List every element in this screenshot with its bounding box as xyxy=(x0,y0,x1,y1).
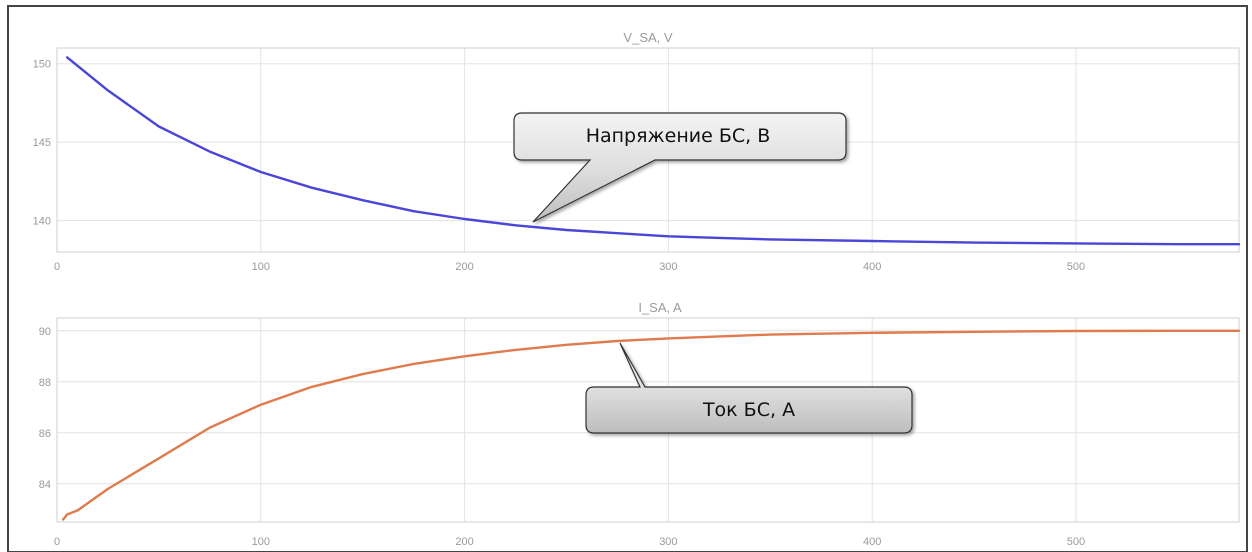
voltage-y-ticks: 140 145 150 xyxy=(33,59,51,228)
current-x-ticks: 0 100 200 300 400 500 xyxy=(54,536,1085,548)
voltage-y-tick-label: 145 xyxy=(33,137,51,149)
current-x-tick-label: 100 xyxy=(252,536,270,548)
current-callout-label: Ток БС, А xyxy=(702,399,795,421)
current-series-line xyxy=(61,329,1241,521)
current-x-tick-label: 200 xyxy=(455,536,473,548)
current-callout xyxy=(585,342,913,434)
voltage-x-tick-label: 500 xyxy=(1067,261,1085,273)
voltage-series-line xyxy=(65,56,1241,246)
voltage-y-tick-label: 140 xyxy=(33,216,51,228)
current-x-tick-label: 300 xyxy=(659,536,677,548)
current-y-tick-label: 86 xyxy=(39,428,51,440)
voltage-series xyxy=(65,56,1241,246)
voltage-x-tick-label: 0 xyxy=(54,261,60,273)
current-x-tick-label: 500 xyxy=(1067,536,1085,548)
voltage-x-ticks: 0 100 200 300 400 500 xyxy=(54,261,1085,273)
voltage-plot-title: V_SA, V xyxy=(623,30,672,45)
voltage-callout xyxy=(513,112,847,223)
current-plot-title: I_SA, A xyxy=(638,300,682,315)
current-x-tick-label: 0 xyxy=(54,536,60,548)
current-subplot: I_SA, A 0 100 200 300 400 500 84 86 88 90 xyxy=(39,300,1241,548)
voltage-x-tick-label: 300 xyxy=(659,261,677,273)
current-callout-bubble xyxy=(585,342,913,434)
voltage-y-tick-label: 150 xyxy=(33,59,51,71)
current-y-tick-label: 84 xyxy=(39,479,51,491)
voltage-plot-area xyxy=(56,47,1240,253)
figure-frame xyxy=(7,5,1248,552)
voltage-x-tick-label: 100 xyxy=(252,261,270,273)
current-y-ticks: 84 86 88 90 xyxy=(39,326,51,491)
voltage-callout-label: Напряжение БС, В xyxy=(586,125,771,147)
voltage-x-tick-label: 400 xyxy=(863,261,881,273)
current-y-tick-label: 88 xyxy=(39,377,51,389)
voltage-x-tick-label: 200 xyxy=(455,261,473,273)
current-series xyxy=(61,329,1241,521)
voltage-callout-bubble xyxy=(513,112,847,223)
current-y-tick-label: 90 xyxy=(39,326,51,338)
current-x-tick-label: 400 xyxy=(863,536,881,548)
current-plot-area xyxy=(56,317,1240,523)
